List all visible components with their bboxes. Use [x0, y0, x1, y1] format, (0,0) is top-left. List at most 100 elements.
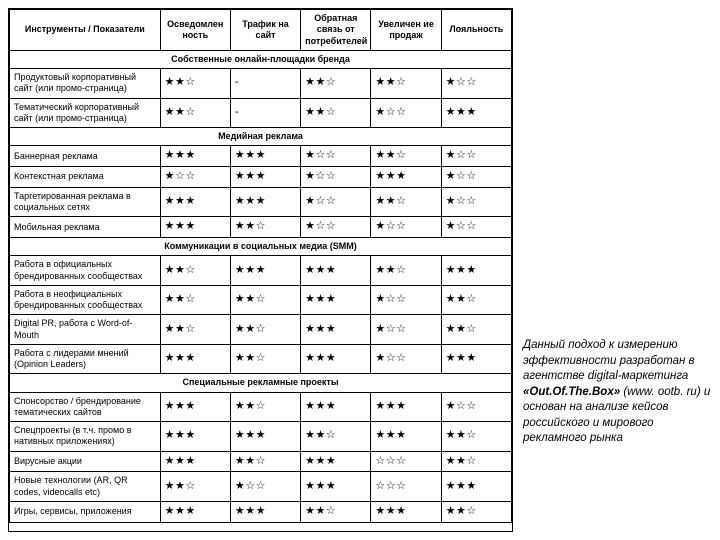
row-label: Спецпроекты (в т.ч. промо в нативных при…	[10, 422, 161, 452]
row-label: Работа в неофициальных брендированных со…	[10, 285, 161, 315]
rating-cell: ★☆☆	[441, 146, 511, 167]
row-label: Работа в официальных брендированных сооб…	[10, 256, 161, 286]
table-row: Новые технологии (AR, QR codes, videocal…	[10, 472, 512, 502]
table-row: Вирусные акции★★★★★☆★★★☆☆☆★★☆	[10, 451, 512, 472]
rating-cell: ★☆☆	[441, 69, 511, 99]
rating-cell: ★★★	[371, 501, 441, 522]
table-row: Спонсорство / брендирование тематических…	[10, 392, 512, 422]
rating-cell: -	[230, 69, 300, 99]
table-head: Инструменты / ПоказателиОсведомлен ность…	[10, 10, 512, 51]
row-label: Спонсорство / брендирование тематических…	[10, 392, 161, 422]
rating-cell: ★☆☆	[441, 187, 511, 217]
rating-cell: ★★★	[441, 344, 511, 374]
rating-cell: ★☆☆	[441, 392, 511, 422]
rating-cell: ★☆☆	[371, 217, 441, 238]
rating-cell: ★☆☆	[441, 167, 511, 188]
rating-cell: ★★★	[160, 217, 230, 238]
row-label: Контекстная реклама	[10, 167, 161, 188]
row-label: Вирусные акции	[10, 451, 161, 472]
section-header-2: Коммуникации в социальных медиа (SMM)	[10, 238, 512, 256]
table-row: Мобильная реклама★★★★★☆★☆☆★☆☆★☆☆	[10, 217, 512, 238]
ratings-table-container: Инструменты / ПоказателиОсведомлен ность…	[8, 8, 513, 532]
rating-cell: ★★☆	[301, 69, 371, 99]
rating-cell: ★★☆	[371, 256, 441, 286]
rating-cell: ★★★	[441, 98, 511, 128]
rating-cell: ★★★	[301, 392, 371, 422]
rating-cell: ★★☆	[230, 392, 300, 422]
rating-cell: ★★☆	[160, 315, 230, 345]
section-header-0: Собственные онлайн-площадки бренда	[10, 50, 512, 68]
rating-cell: ★☆☆	[230, 472, 300, 502]
table-row: Продуктовый корпоративный сайт (или пром…	[10, 69, 512, 99]
rating-cell: ★☆☆	[301, 146, 371, 167]
rating-cell: ★★☆	[441, 315, 511, 345]
column-header-5: Лояльность	[441, 10, 511, 51]
rating-cell: ★★★	[230, 146, 300, 167]
rating-cell: ★☆☆	[441, 217, 511, 238]
row-label: Digital PR, работа с Word-of-Mouth	[10, 315, 161, 345]
caption-text: Данный подход к измерению эффективности …	[523, 8, 712, 532]
rating-cell: ★☆☆	[371, 98, 441, 128]
rating-cell: ★★☆	[371, 146, 441, 167]
rating-cell: ★★★	[160, 392, 230, 422]
rating-cell: ★★☆	[301, 422, 371, 452]
row-label: Продуктовый корпоративный сайт (или пром…	[10, 69, 161, 99]
rating-cell: ★★☆	[371, 187, 441, 217]
rating-cell: ★★☆	[441, 422, 511, 452]
rating-cell: ★★★	[371, 392, 441, 422]
table-row: Digital PR, работа с Word-of-Mouth★★☆★★☆…	[10, 315, 512, 345]
rating-cell: ★★★	[230, 256, 300, 286]
table-row: Контекстная реклама★☆☆★★★★☆☆★★★★☆☆	[10, 167, 512, 188]
rating-cell: ★★★	[301, 285, 371, 315]
rating-cell: ★☆☆	[301, 217, 371, 238]
table-row: Тематический корпоративный сайт (или про…	[10, 98, 512, 128]
table-row: Баннерная реклама★★★★★★★☆☆★★☆★☆☆	[10, 146, 512, 167]
rating-cell: ★★★	[441, 472, 511, 502]
column-header-0: Инструменты / Показатели	[10, 10, 161, 51]
rating-cell: ★★★	[301, 344, 371, 374]
row-label: Мобильная реклама	[10, 217, 161, 238]
rating-cell: ★★★	[230, 501, 300, 522]
rating-cell: ★★☆	[301, 98, 371, 128]
rating-cell: ★★☆	[230, 344, 300, 374]
rating-cell: ★★★	[371, 167, 441, 188]
rating-cell: ★☆☆	[371, 315, 441, 345]
section-header-3: Специальные рекламные проекты	[10, 374, 512, 392]
rating-cell: ★★★	[301, 472, 371, 502]
rating-cell: ★★★	[301, 451, 371, 472]
rating-cell: ★★★	[160, 501, 230, 522]
rating-cell: ★★★	[230, 167, 300, 188]
rating-cell: ★★☆	[301, 501, 371, 522]
rating-cell: ☆☆☆	[371, 451, 441, 472]
section-title: Собственные онлайн-площадки бренда	[10, 50, 512, 68]
column-header-1: Осведомлен ность	[160, 10, 230, 51]
table-row: Спецпроекты (в т.ч. промо в нативных при…	[10, 422, 512, 452]
rating-cell: ★★☆	[441, 451, 511, 472]
column-header-3: Обратная связь от потребителей	[301, 10, 371, 51]
rating-cell: ★★☆	[160, 256, 230, 286]
row-label: Баннерная реклама	[10, 146, 161, 167]
row-label: Работа с лидерами мнений (Opinion Leader…	[10, 344, 161, 374]
column-header-2: Трафик на сайт	[230, 10, 300, 51]
section-title: Медийная реклама	[10, 128, 512, 146]
section-title: Коммуникации в социальных медиа (SMM)	[10, 238, 512, 256]
rating-cell: ★★★	[160, 146, 230, 167]
section-header-1: Медийная реклама	[10, 128, 512, 146]
rating-cell: ★☆☆	[371, 285, 441, 315]
caption-bold: «Out.Of.The.Box»	[523, 386, 620, 398]
column-header-4: Увеличен ие продаж	[371, 10, 441, 51]
table-row: Работа в неофициальных брендированных со…	[10, 285, 512, 315]
row-label: Игры, сервисы, приложения	[10, 501, 161, 522]
rating-cell: ★★☆	[160, 285, 230, 315]
rating-cell: ★★★	[301, 256, 371, 286]
ratings-table: Инструменты / ПоказателиОсведомлен ность…	[9, 9, 512, 523]
caption-part1: Данный подход к измерению эффективности …	[523, 339, 695, 382]
table-row: Работа с лидерами мнений (Opinion Leader…	[10, 344, 512, 374]
rating-cell: ★★☆	[160, 472, 230, 502]
row-label: Тематический корпоративный сайт (или про…	[10, 98, 161, 128]
rating-cell: ★★★	[160, 451, 230, 472]
rating-cell: ★★★	[160, 187, 230, 217]
rating-cell: ★★☆	[230, 285, 300, 315]
table-row: Работа в официальных брендированных сооб…	[10, 256, 512, 286]
rating-cell: ★★★	[160, 344, 230, 374]
